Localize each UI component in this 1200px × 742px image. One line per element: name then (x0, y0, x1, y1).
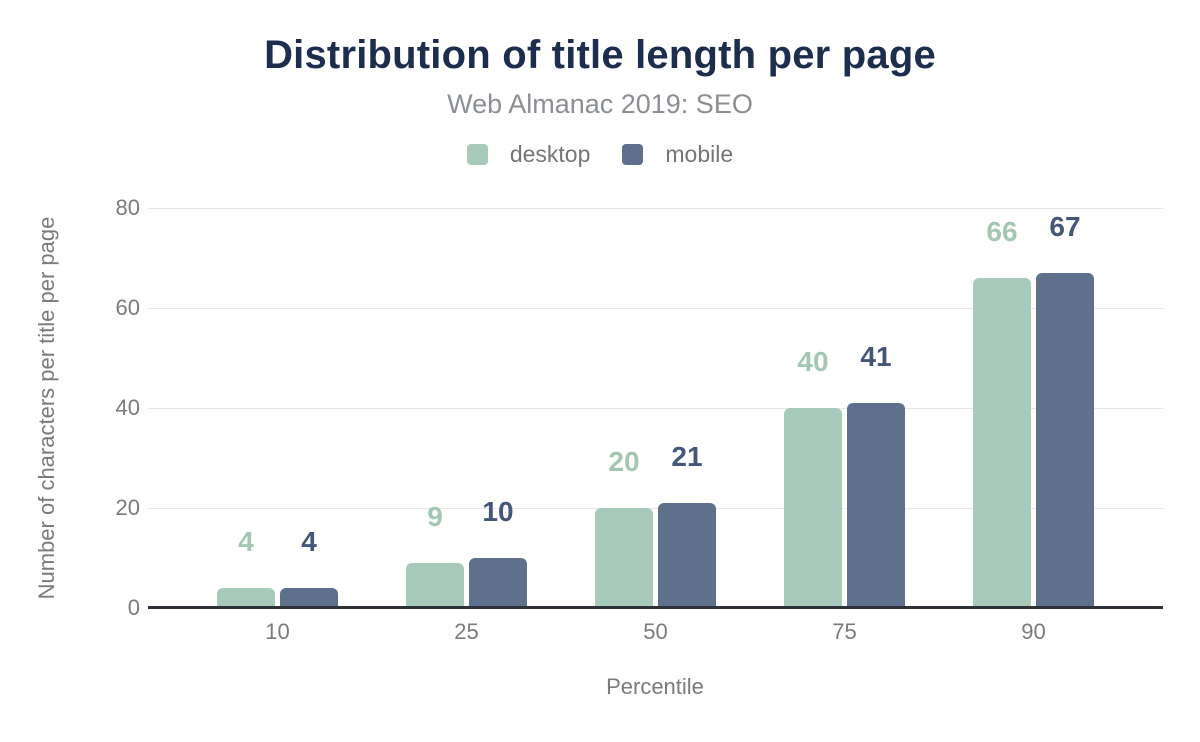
x-axis-title: Percentile (606, 674, 704, 699)
value-label-mobile-p50: 21 (671, 441, 703, 472)
x-axis-line (148, 606, 1163, 609)
desktop-swatch-icon (466, 144, 488, 165)
value-label-mobile-p10: 4 (301, 526, 317, 557)
x-tick-label-25: 25 (454, 619, 479, 644)
y-tick-label-0: 0 (127, 595, 140, 620)
bar-mobile-p90 (1036, 273, 1094, 608)
legend-item-desktop: desktop (466, 141, 591, 168)
bar-mobile-p10 (280, 588, 338, 608)
mobile-swatch-icon (622, 144, 644, 165)
value-label-mobile-p25: 10 (482, 496, 514, 527)
value-label-desktop-p50: 20 (608, 446, 640, 477)
value-label-desktop-p75: 40 (797, 346, 829, 377)
value-label-desktop-p90: 66 (986, 216, 1018, 247)
gridline-y20 (148, 508, 1163, 509)
bar-desktop-p10 (217, 588, 275, 608)
chart-subtitle: Web Almanac 2019: SEO (447, 89, 753, 119)
bar-desktop-p50 (595, 508, 653, 608)
value-label-desktop-p25: 9 (427, 501, 443, 532)
bar-mobile-p50 (658, 503, 716, 608)
gridline-y80 (148, 208, 1163, 209)
legend: desktop mobile (0, 141, 1200, 168)
bar-mobile-p25 (469, 558, 527, 608)
bar-desktop-p25 (406, 563, 464, 608)
y-tick-label-40: 40 (115, 395, 140, 420)
bar-mobile-p75 (847, 403, 905, 608)
value-label-mobile-p75: 41 (860, 341, 892, 372)
y-tick-label-80: 80 (115, 195, 140, 220)
bar-desktop-p75 (784, 408, 842, 608)
x-tick-label-50: 50 (643, 619, 668, 644)
value-label-desktop-p10: 4 (238, 526, 254, 557)
gridline-y60 (148, 308, 1163, 309)
y-tick-label-20: 20 (115, 495, 140, 520)
x-tick-label-75: 75 (832, 619, 857, 644)
value-label-mobile-p90: 67 (1049, 211, 1081, 242)
legend-label-desktop: desktop (509, 141, 591, 167)
legend-label-mobile: mobile (665, 141, 734, 167)
legend-item-mobile: mobile (622, 141, 733, 168)
y-tick-label-60: 60 (115, 295, 140, 320)
chart-title: Distribution of title length per page (264, 33, 936, 77)
gridline-y40 (148, 408, 1163, 409)
x-tick-label-10: 10 (265, 619, 290, 644)
bar-desktop-p90 (973, 278, 1031, 608)
x-tick-label-90: 90 (1021, 619, 1046, 644)
